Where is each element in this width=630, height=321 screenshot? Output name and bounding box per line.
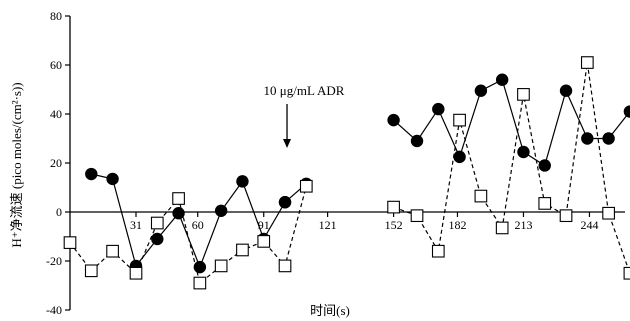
data-point (410, 134, 424, 148)
data-point (236, 243, 249, 257)
data-point (257, 235, 271, 248)
x-tick-label: 182 (448, 218, 466, 232)
annotation-arrow-head (283, 139, 292, 148)
data-point (602, 132, 615, 145)
x-axis-title: 时间(s) (310, 303, 350, 318)
data-point (106, 244, 119, 258)
series-layer (63, 56, 630, 290)
data-point (410, 209, 424, 223)
series-1-line (393, 62, 630, 274)
annotation-layer: 10 μg/mL ADR (264, 83, 345, 148)
data-point (602, 206, 615, 220)
y-tick-label: -40 (46, 303, 62, 317)
data-point (214, 259, 228, 273)
data-point (495, 221, 509, 235)
y-tick-label: -20 (46, 254, 62, 268)
x-tick-label: 244 (580, 218, 598, 232)
y-tick-label: 80 (50, 9, 62, 23)
y-axis-title: H⁺净流速 (pico moles/(cm²·s)) (9, 82, 24, 247)
data-point (299, 179, 313, 193)
x-tick-label: 213 (514, 218, 532, 232)
series-1 (69, 62, 630, 285)
data-point (278, 196, 292, 209)
data-point (214, 204, 228, 217)
data-point (474, 84, 488, 97)
data-point (84, 264, 98, 278)
data-point (517, 88, 530, 101)
data-point (151, 232, 164, 246)
series-0-line (91, 173, 286, 269)
y-tick-label: 60 (50, 58, 62, 72)
x-tick-label: 60 (192, 218, 204, 232)
y-tick-label: 40 (50, 107, 62, 121)
data-point (63, 236, 77, 249)
data-point (559, 209, 573, 223)
x-tick-label: 91 (258, 218, 270, 232)
data-point (559, 84, 573, 97)
data-point (387, 200, 400, 214)
data-point (431, 244, 445, 258)
annotation-label: 10 μg/mL ADR (264, 83, 345, 98)
x-tick-label: 121 (319, 218, 337, 232)
data-point (129, 266, 143, 280)
data-point (193, 276, 207, 290)
data-point (453, 150, 466, 164)
series-1-markers (63, 56, 630, 290)
data-point (193, 260, 207, 274)
data-point (538, 197, 552, 210)
series-0 (91, 78, 630, 269)
axes: -40 -20 0 20 40 60 80 31 60 91 121 152 182 213 244 (46, 9, 625, 317)
data-point (236, 175, 249, 188)
data-point (278, 259, 292, 273)
y-tick-label: 20 (50, 156, 62, 170)
data-point (538, 159, 551, 172)
data-point (172, 207, 185, 220)
y-tick-label: 0 (56, 205, 62, 219)
series-0-markers (85, 73, 630, 274)
data-point (623, 105, 630, 118)
data-point (106, 172, 119, 186)
data-point (474, 189, 488, 203)
data-point (495, 73, 509, 86)
data-point (623, 266, 630, 280)
series-1-line (69, 186, 307, 285)
data-point (581, 132, 594, 145)
data-point (453, 113, 466, 127)
data-point (432, 102, 445, 116)
data-point (172, 192, 185, 205)
data-point (517, 145, 530, 159)
data-point (85, 167, 98, 181)
data-point (150, 216, 164, 230)
data-point (580, 56, 594, 69)
data-point (387, 113, 400, 127)
x-tick-label: 152 (385, 218, 403, 232)
series-0-line (393, 78, 630, 167)
x-tick-label: 31 (130, 218, 142, 232)
